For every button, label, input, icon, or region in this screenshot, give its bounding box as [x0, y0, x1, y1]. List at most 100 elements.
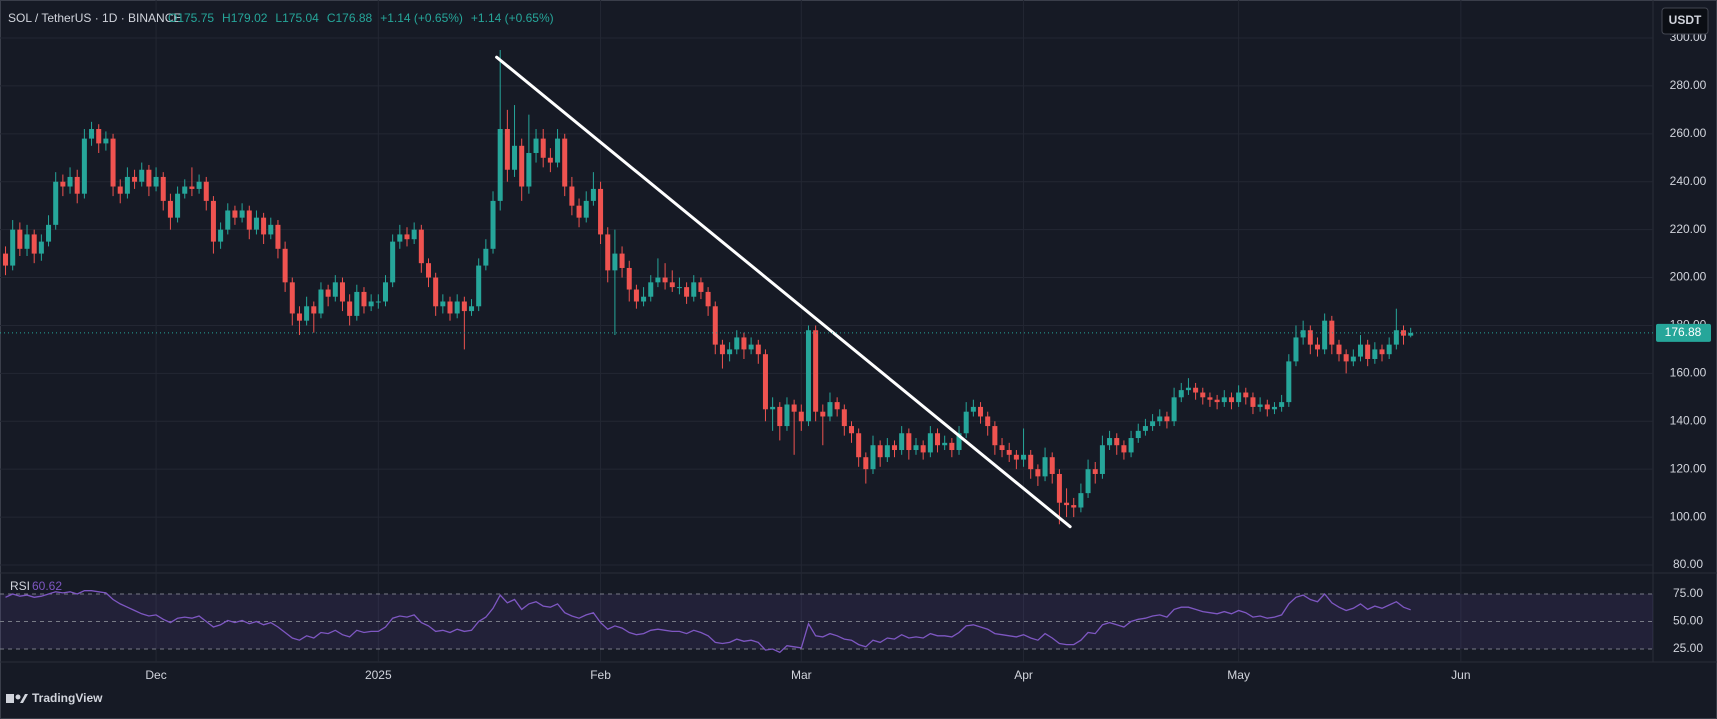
candle-body: [89, 129, 95, 139]
candle-body: [339, 282, 345, 302]
candle-body: [461, 301, 467, 312]
candle-body: [160, 176, 166, 201]
candle-body: [1107, 438, 1113, 446]
candle-body: [67, 176, 73, 187]
candle-body: [684, 287, 690, 297]
candle-body: [691, 282, 697, 297]
y-tick-label: 140.00: [1670, 413, 1707, 427]
candle-body: [146, 169, 152, 187]
candle-body: [1264, 404, 1270, 410]
candle-body: [583, 200, 589, 218]
candle-body: [1393, 330, 1399, 345]
candle-body: [318, 289, 324, 314]
candle-body: [139, 169, 145, 182]
x-tick-label: Apr: [1014, 668, 1033, 682]
candle-body: [884, 445, 890, 458]
currency[interactable]: USDT: [1669, 13, 1702, 27]
candle-body: [784, 404, 790, 427]
candle-body: [727, 349, 733, 355]
candle-body: [153, 176, 159, 187]
candle-body: [1171, 397, 1177, 422]
candle-body: [877, 445, 883, 458]
candle-body: [848, 426, 854, 434]
candle-body: [1035, 469, 1041, 477]
candle-body: [196, 181, 202, 189]
x-tick-label: Dec: [145, 668, 166, 682]
candle-body: [418, 229, 424, 264]
candle-body: [598, 188, 604, 235]
candle-body: [1221, 397, 1227, 403]
candle-body: [1336, 344, 1342, 355]
candle-body: [1049, 457, 1055, 474]
candle-body: [261, 217, 267, 235]
candle-body: [1214, 399, 1220, 403]
candle-body: [3, 253, 9, 266]
candle-body: [289, 282, 295, 314]
candle-body: [1236, 392, 1242, 403]
candle-body: [1150, 421, 1156, 427]
candle-body: [920, 445, 926, 453]
candle-body: [132, 176, 138, 182]
candle-body: [1401, 330, 1407, 336]
candle-body: [1071, 505, 1077, 508]
candle-body: [1135, 430, 1141, 439]
header-value: O175.75: [168, 11, 214, 25]
candle-body: [777, 406, 783, 427]
candle-body: [978, 406, 984, 417]
candle-body: [368, 301, 374, 307]
candle-body: [10, 229, 16, 266]
candle-body: [225, 210, 231, 230]
candle-body: [935, 433, 941, 446]
candle-body: [203, 181, 209, 201]
candle-body: [218, 229, 224, 242]
candle-body: [1228, 397, 1234, 403]
trendline: [495, 55, 1072, 529]
candle-body: [1085, 469, 1091, 494]
candle-body: [454, 301, 460, 314]
candle-body: [1343, 354, 1349, 362]
candle-body: [899, 433, 905, 451]
last-price-tag: [1656, 323, 1711, 342]
candle-body: [662, 277, 668, 283]
candle-body: [970, 406, 976, 412]
candle-body: [390, 241, 396, 283]
candle-body: [705, 291, 711, 307]
candle-body: [253, 217, 259, 230]
candle-body: [985, 416, 991, 427]
candle-body: [1257, 404, 1263, 407]
candle-body: [239, 210, 245, 218]
candle-body: [1193, 387, 1199, 393]
candle-body: [411, 229, 417, 240]
candle-body: [913, 445, 919, 451]
candle-body: [210, 200, 216, 242]
rsi-tick-label: 25.00: [1673, 641, 1703, 655]
candle-body: [748, 344, 754, 350]
candle-body: [1386, 344, 1392, 355]
y-tick-label: 220.00: [1670, 222, 1707, 236]
candle-body: [1013, 454, 1019, 460]
candle-body: [669, 282, 675, 288]
candle-body: [1286, 361, 1292, 403]
x-tick-label: Feb: [590, 668, 611, 682]
candle-body: [949, 442, 955, 451]
candle-body: [117, 186, 123, 194]
candle-body: [641, 296, 647, 302]
candle-body: [325, 289, 331, 297]
currency-button[interactable]: [1661, 7, 1709, 35]
rsi-value: 60.62: [32, 579, 62, 593]
rsi-tick-label: 50.00: [1673, 614, 1703, 628]
candle-body: [53, 181, 59, 225]
y-tick-label: 280.00: [1670, 78, 1707, 92]
header-values: O175.75 H179.02 L175.04 C176.88 +1.14 (+0.65…: [168, 11, 554, 25]
candle-body: [712, 306, 718, 345]
candle-body: [612, 253, 618, 271]
candle-body: [1056, 473, 1062, 503]
candle-body: [1142, 426, 1148, 431]
candle-body: [547, 157, 553, 163]
candle-body: [74, 176, 80, 194]
candle-body: [956, 433, 962, 451]
candle-body: [927, 433, 933, 453]
candle-body: [296, 313, 302, 321]
candle-body: [124, 176, 130, 194]
